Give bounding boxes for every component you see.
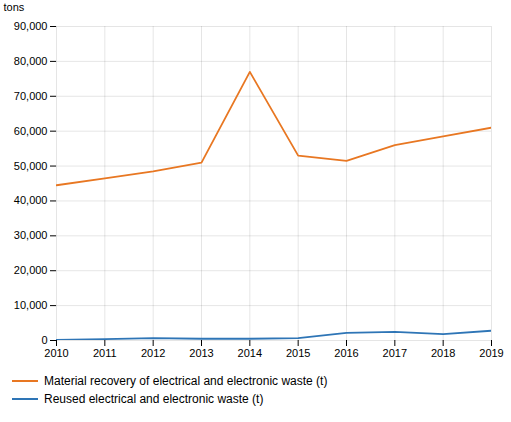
svg-text:0: 0 bbox=[41, 334, 47, 346]
svg-text:50,000: 50,000 bbox=[14, 160, 48, 172]
svg-text:2010: 2010 bbox=[44, 347, 68, 359]
svg-text:2013: 2013 bbox=[189, 347, 213, 359]
svg-text:70,000: 70,000 bbox=[14, 90, 48, 102]
svg-text:80,000: 80,000 bbox=[14, 55, 48, 67]
svg-text:10,000: 10,000 bbox=[14, 299, 48, 311]
svg-text:2014: 2014 bbox=[238, 347, 262, 359]
svg-text:90,000: 90,000 bbox=[14, 20, 48, 32]
svg-text:tons: tons bbox=[4, 1, 25, 13]
svg-text:2019: 2019 bbox=[479, 347, 503, 359]
svg-text:40,000: 40,000 bbox=[14, 194, 48, 206]
svg-text:2015: 2015 bbox=[286, 347, 310, 359]
svg-text:2018: 2018 bbox=[431, 347, 455, 359]
svg-text:2017: 2017 bbox=[383, 347, 407, 359]
html-text:Material recovery of electrica: Material recovery of electrical and elec… bbox=[44, 374, 328, 388]
html-text:Reused electrical and electron: Reused electrical and electronic waste (… bbox=[44, 392, 264, 406]
svg-text:30,000: 30,000 bbox=[14, 229, 48, 241]
svg-text:2016: 2016 bbox=[334, 347, 358, 359]
svg-text:2011: 2011 bbox=[93, 347, 117, 359]
svg-text:60,000: 60,000 bbox=[14, 125, 48, 137]
svg-text:2012: 2012 bbox=[141, 347, 165, 359]
svg-text:20,000: 20,000 bbox=[14, 264, 48, 276]
